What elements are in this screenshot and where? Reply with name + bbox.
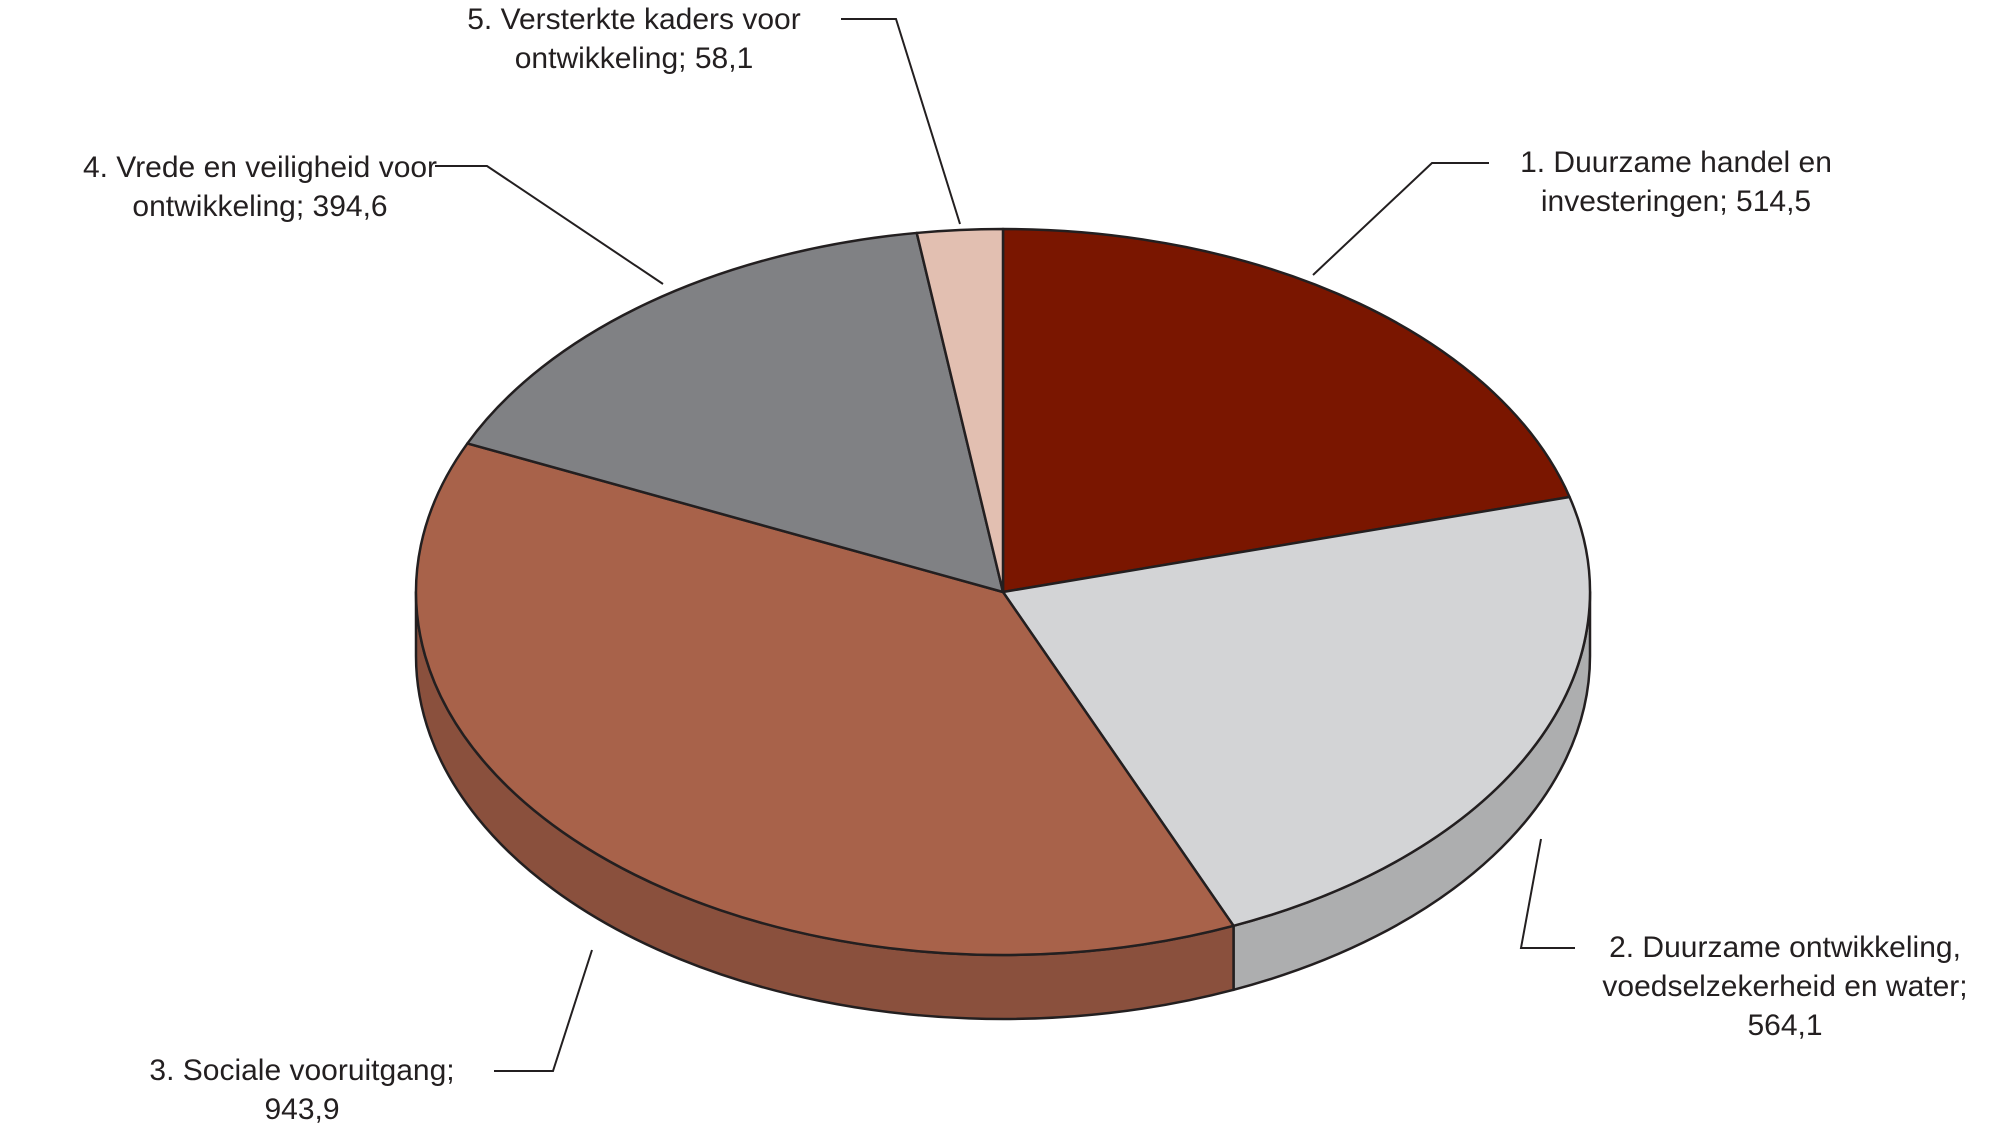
slice	[1001, 495, 1592, 928]
category: 4. Vrede en veiligheid voor ontwikkeling…	[82, 151, 438, 223]
category: 3. Sociale vooruitgang;	[149, 1054, 455, 1087]
value-label: 564,1	[1747, 1009, 1823, 1042]
leader-line	[435, 165, 664, 285]
leader-line	[1519, 838, 1575, 949]
leader-line	[841, 18, 961, 225]
slice	[915, 227, 1005, 594]
slice-label: 5. Versterkte kaders voor ontwikkeling; …	[434, 0, 834, 78]
slice	[414, 442, 1235, 957]
value-label: 514,5	[1736, 185, 1812, 218]
slice	[1001, 227, 1571, 594]
value-label: 394,6	[312, 190, 388, 223]
category: 1. Duurzame handel en investeringen;	[1520, 146, 1832, 218]
category: 5. Versterkte kaders voor ontwikkeling;	[467, 3, 801, 75]
slice	[466, 231, 1005, 594]
slice-label: 3. Sociale vooruitgang; 943,9	[112, 1051, 492, 1129]
slice-label: 4. Vrede en veiligheid voor ontwikkeling…	[60, 148, 460, 226]
slice-label: 1. Duurzame handel en investeringen; 514…	[1486, 143, 1866, 221]
leader-line	[494, 949, 593, 1072]
slice-label: 2. Duurzame ontwikkeling, voedselzekerhe…	[1570, 928, 2000, 1045]
leader-line	[1312, 162, 1489, 276]
value-label: 58,1	[694, 42, 754, 75]
value-label: 943,9	[264, 1093, 340, 1126]
category: 2. Duurzame ontwikkeling, voedselzekerhe…	[1602, 931, 1968, 1003]
